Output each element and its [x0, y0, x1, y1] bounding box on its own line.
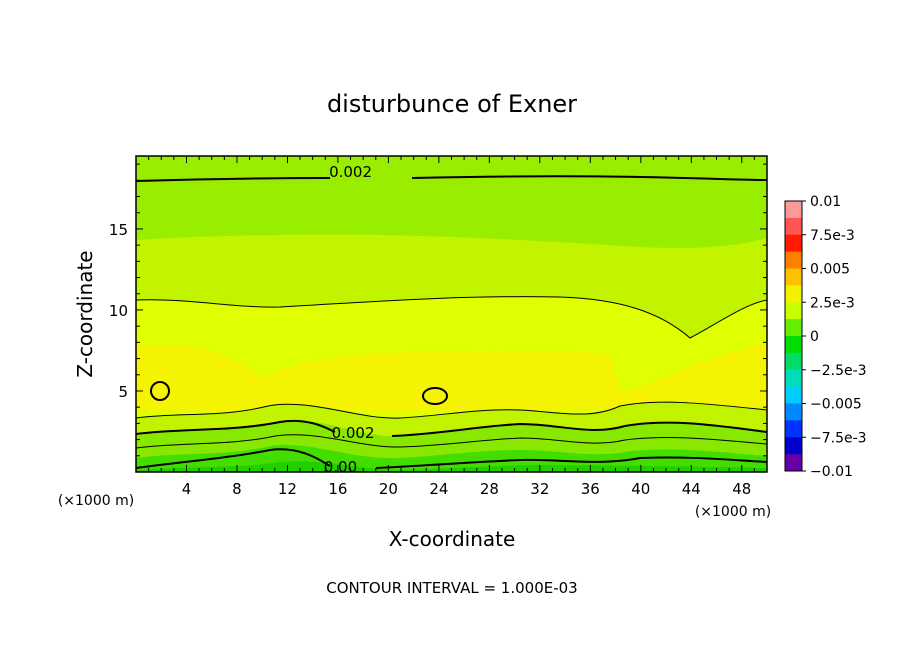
- contour-closed-left: [150, 381, 170, 401]
- x-tick-label: 36: [581, 480, 600, 498]
- colorbar-swatch: [785, 420, 802, 438]
- contour-line-low: [136, 448, 767, 469]
- x-unit-right: (×1000 m): [695, 504, 771, 520]
- contour-label: 0.00: [324, 458, 357, 476]
- colorbar-swatch: [785, 437, 802, 455]
- colorbar-swatch: [785, 285, 802, 303]
- colorbar-swatch: [785, 201, 802, 219]
- band-floor-green: [136, 461, 767, 472]
- footer-note: CONTOUR INTERVAL = 1.000E-03: [326, 579, 577, 597]
- colorbar-swatch: [785, 319, 802, 337]
- x-tick-label: 12: [278, 480, 297, 498]
- colorbar-label: 0.01: [810, 194, 841, 210]
- colorbar-swatch: [785, 386, 802, 404]
- colorbar-label: 0.005: [810, 262, 850, 278]
- contour-label: 0.002: [332, 424, 375, 442]
- contour-line-top: [136, 175, 767, 182]
- x-unit-left: (×1000 m): [58, 493, 134, 509]
- y-axis-label: Z-coordinate: [73, 250, 97, 377]
- colorbar-swatch: [785, 369, 802, 388]
- x-tick-label: 4: [182, 480, 192, 498]
- x-tick-label: 40: [631, 480, 650, 498]
- colorbar-label: −2.5e-3: [810, 363, 867, 379]
- colorbar-label: 0: [810, 329, 819, 345]
- colorbar-swatch: [785, 302, 802, 320]
- contour-label: 0.002: [329, 163, 372, 181]
- plot-area: 0.002 0.002 0.00: [136, 156, 767, 476]
- chart-title: disturbunce of Exner: [327, 90, 577, 118]
- contour-line-mid2: [136, 419, 767, 437]
- y-tick-label: 10: [109, 302, 128, 320]
- x-axis-label: X-coordinate: [389, 527, 516, 551]
- colorbar-label: −7.5e-3: [810, 430, 867, 446]
- band-core-yellow: [136, 344, 767, 412]
- colorbar-swatch: [785, 336, 802, 354]
- x-tick-label: 28: [480, 480, 499, 498]
- x-tick-label: 16: [328, 480, 347, 498]
- y-tick-label: 5: [118, 383, 128, 401]
- x-tick-label: 8: [232, 480, 242, 498]
- x-tick-label: 44: [682, 480, 701, 498]
- contour-line-mid3: [136, 434, 767, 449]
- colorbar-swatch: [785, 234, 802, 253]
- y-tick-label: 15: [109, 221, 128, 239]
- x-tick-label: 24: [429, 480, 448, 498]
- colorbar-label: −0.01: [810, 464, 853, 480]
- contour-line-upper: [136, 296, 767, 339]
- x-tick-label: 32: [530, 480, 549, 498]
- colorbar-swatch: [785, 268, 802, 286]
- contour-line-mid1: [136, 401, 767, 419]
- colorbar-swatch: [785, 251, 802, 269]
- x-tick-label: 48: [732, 480, 751, 498]
- colorbar-swatch: [785, 352, 802, 371]
- colorbar-label: −0.005: [810, 397, 862, 413]
- colorbar-label: 7.5e-3: [810, 228, 855, 244]
- x-tick-label: 20: [379, 480, 398, 498]
- contour-closed-center: [422, 387, 448, 405]
- colorbar-label: 2.5e-3: [810, 295, 855, 311]
- colorbar-swatch: [785, 454, 802, 472]
- colorbar-swatch: [785, 403, 802, 421]
- colorbar-swatch: [785, 217, 802, 236]
